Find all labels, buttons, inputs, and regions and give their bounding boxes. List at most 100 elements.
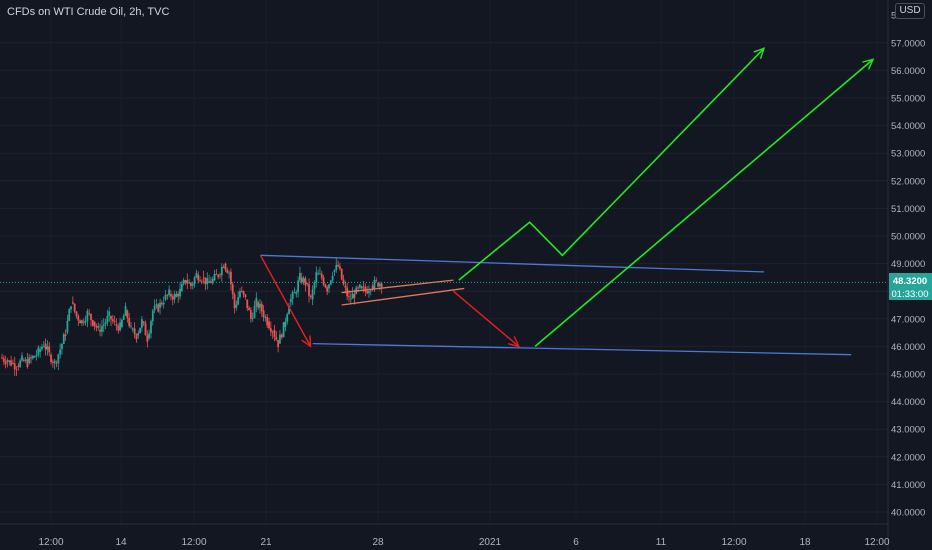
- candle-body: [113, 321, 116, 322]
- candle-body: [180, 284, 183, 292]
- candle-body: [115, 324, 118, 326]
- candle-body: [193, 277, 196, 284]
- candle-body: [41, 346, 43, 350]
- candle-body: [126, 310, 129, 319]
- candle-body: [70, 306, 72, 310]
- candle-body: [275, 336, 278, 341]
- candle-body: [291, 292, 294, 299]
- candle-body: [28, 357, 31, 363]
- candle-body: [208, 281, 210, 283]
- candle-body: [111, 319, 114, 322]
- grid-lines: [0, 42, 888, 513]
- currency-button[interactable]: USD: [895, 3, 925, 19]
- countdown-label: 01:33:00: [892, 289, 929, 300]
- candle-body: [77, 316, 80, 321]
- y-tick-label: 41.0000: [891, 480, 925, 491]
- candle-body: [153, 305, 156, 311]
- candle-body: [368, 291, 370, 294]
- last-price-tag: [889, 273, 932, 287]
- x-tick-label: 11: [656, 537, 667, 548]
- candle-body: [215, 273, 218, 275]
- bear-leg-1-arrowhead: [301, 335, 312, 348]
- candle-body: [320, 273, 323, 278]
- y-tick-label: 45.0000: [891, 370, 925, 381]
- candle-body: [239, 291, 241, 298]
- candle-body: [51, 362, 54, 363]
- candle-body: [131, 328, 134, 330]
- price-axis[interactable]: 40.0000 41.0000 42.0000 43.0000 44.0000 45.00…: [891, 11, 925, 519]
- candle-body: [101, 326, 103, 332]
- candle-body: [373, 279, 376, 289]
- candle-body: [282, 322, 285, 338]
- candle-body: [284, 321, 287, 328]
- channel-upper-line: [260, 254, 765, 273]
- price-tags: 48.3200 01:33:00: [889, 273, 932, 300]
- y-tick-label: 57.0000: [891, 38, 925, 49]
- bull-path-2-arrowhead: [862, 58, 875, 70]
- candle-body: [259, 303, 261, 308]
- candle-body: [139, 327, 141, 334]
- candle-body: [62, 334, 65, 344]
- candle-body: [357, 287, 359, 289]
- candle-body: [197, 274, 200, 281]
- bull-path-1-arrowhead: [753, 47, 766, 59]
- candle-body: [39, 349, 42, 352]
- candle-body: [144, 323, 147, 336]
- candle-body: [117, 325, 120, 331]
- candle-body: [257, 302, 260, 308]
- candle-body: [90, 313, 92, 321]
- candle-body: [286, 314, 289, 322]
- candle-body: [231, 284, 234, 295]
- candle-body: [140, 319, 143, 328]
- candle-body: [148, 333, 151, 339]
- candle-body: [33, 356, 36, 358]
- candle-body: [217, 274, 220, 278]
- candle-body: [24, 359, 27, 361]
- candle-body: [15, 369, 18, 370]
- candle-body: [246, 299, 249, 309]
- candle-body: [279, 334, 281, 344]
- candle-body: [73, 303, 76, 312]
- candle-body: [86, 310, 89, 321]
- bull-path-2-line: [534, 58, 874, 348]
- candle-body: [61, 343, 63, 350]
- candle-body: [119, 322, 121, 331]
- candle-body: [344, 285, 347, 288]
- candle-body: [377, 282, 379, 287]
- candle-body: [162, 302, 165, 305]
- candle-body: [219, 274, 221, 276]
- bull-path-1-line: [458, 47, 765, 281]
- y-tick-label: 42.0000: [891, 452, 925, 463]
- candle-body: [19, 360, 22, 367]
- candle-body: [50, 354, 52, 363]
- candle-body: [235, 304, 238, 308]
- candle-body: [337, 264, 339, 267]
- candle-body: [262, 310, 265, 318]
- y-tick-label: 5: [891, 11, 896, 22]
- y-tick-label: 53.0000: [891, 149, 925, 160]
- candle-body: [237, 297, 240, 305]
- candle-body: [6, 360, 9, 362]
- candle-body: [104, 322, 107, 325]
- wedge-lower-line: [341, 287, 465, 306]
- candle-body: [175, 293, 178, 297]
- candle-body: [204, 277, 207, 285]
- candle-body: [42, 346, 45, 347]
- candle-body: [251, 317, 254, 319]
- time-axis[interactable]: 12:00 14 12:00 21 28 2021 6 11 12:00 18 12:00: [38, 537, 889, 548]
- candle-body: [2, 358, 5, 362]
- candle-body: [295, 292, 298, 294]
- candle-body: [84, 320, 87, 323]
- candle-body: [326, 287, 329, 292]
- x-tick-label: 12:00: [181, 537, 206, 548]
- candle-body: [93, 321, 96, 327]
- candle-body: [304, 278, 307, 286]
- candle-body: [248, 308, 250, 311]
- candle-body: [369, 290, 372, 292]
- candle-body: [195, 273, 198, 278]
- candle-body: [335, 264, 338, 270]
- candle-body: [188, 282, 191, 284]
- x-tick-label: 21: [260, 537, 272, 548]
- candle-body: [8, 360, 11, 362]
